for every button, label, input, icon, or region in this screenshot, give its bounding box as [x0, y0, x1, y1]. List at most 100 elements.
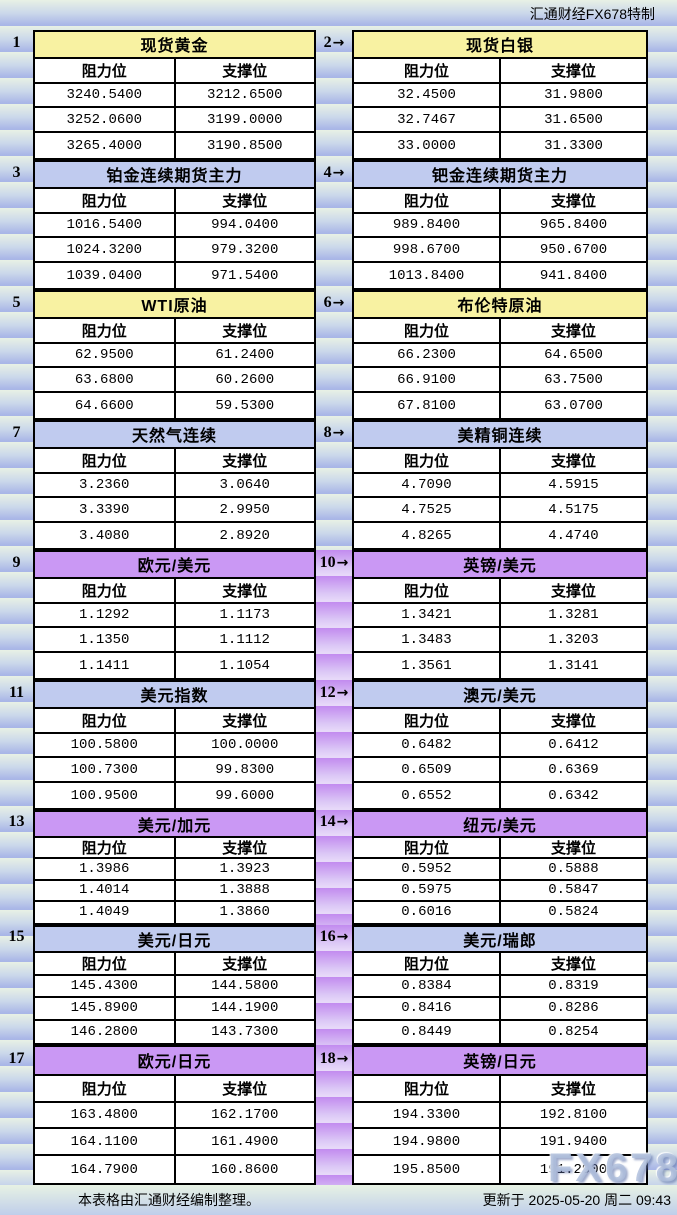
resistance-value: 100.5800 — [35, 733, 176, 759]
instrument-panel: 英镑/日元 阻力位 支撑位 194.3300 192.8100 194.9800 191.9… — [352, 1045, 648, 1185]
right-arrow-icon: → — [332, 425, 345, 441]
panel-number-column: 3 — [0, 160, 33, 290]
panel-number: 9 — [12, 554, 21, 571]
table-row: 64.6600 59.5300 — [35, 393, 314, 418]
panel-gutter: 18 → — [316, 1045, 352, 1185]
resistance-value: 3.2360 — [35, 473, 176, 499]
resistance-value: 1.1292 — [35, 603, 176, 629]
resistance-value: 163.4800 — [35, 1102, 176, 1130]
panel-number-text: 8 — [323, 424, 332, 441]
support-header: 支撑位 — [175, 58, 314, 84]
instrument-panel: 美元指数 阻力位 支撑位 100.5800 100.0000 100.7300 99.830… — [33, 680, 316, 810]
panel-number: 3 — [12, 164, 21, 181]
resistance-value: 63.6800 — [35, 368, 176, 394]
resistance-header: 阻力位 — [35, 578, 176, 604]
resistance-header: 阻力位 — [354, 953, 501, 976]
column-header-row: 阻力位 支撑位 — [354, 1075, 646, 1103]
table-row: 63.6800 60.2600 — [35, 368, 314, 394]
instrument-panel: 美精铜连续 阻力位 支撑位 4.7090 4.5915 4.7525 4.5175 4.826… — [352, 420, 648, 550]
panel-number-text: 18 — [319, 1050, 336, 1067]
support-value: 31.9800 — [501, 83, 646, 109]
resistance-header: 阻力位 — [354, 578, 501, 604]
support-value: 31.6500 — [501, 108, 646, 134]
resistance-value: 194.9800 — [354, 1129, 501, 1157]
table-row: 66.2300 64.6500 — [354, 343, 646, 369]
resistance-value: 0.5952 — [354, 859, 501, 881]
resistance-value: 146.2800 — [35, 1020, 176, 1043]
panel-title: 美元/加元 — [35, 812, 314, 838]
column-header-row: 阻力位 支撑位 — [35, 188, 314, 214]
table-row: 1.4014 1.3888 — [35, 880, 314, 902]
panel-title: 英镑/日元 — [354, 1047, 646, 1076]
table-row: 0.5952 0.5888 — [354, 859, 646, 881]
table-row: 1013.8400 941.8400 — [354, 263, 646, 288]
panel-title: 美元/日元 — [35, 927, 314, 953]
panel-number: 18 → — [316, 1045, 352, 1073]
support-value: 1.3888 — [175, 880, 314, 902]
panel-gutter: 12 → — [316, 680, 352, 810]
support-value: 994.0400 — [175, 213, 314, 239]
resistance-value: 0.6016 — [354, 901, 501, 923]
panel-number-text: 10 — [319, 554, 336, 571]
resistance-header: 阻力位 — [35, 58, 176, 84]
right-arrow-icon: → — [336, 685, 349, 701]
resistance-value: 0.5975 — [354, 880, 501, 902]
resistance-header: 阻力位 — [354, 318, 501, 344]
support-value: 950.6700 — [501, 238, 646, 264]
support-header: 支撑位 — [501, 578, 646, 604]
panel-row: 9 欧元/美元 阻力位 支撑位 1.1292 1.1173 1.1350 1.1112 1.14… — [0, 550, 648, 680]
support-header: 支撑位 — [175, 188, 314, 214]
column-header-row: 阻力位 支撑位 — [35, 448, 314, 474]
table-row: 146.2800 143.7300 — [35, 1020, 314, 1043]
support-value: 192.8100 — [501, 1102, 646, 1130]
right-arrow-icon: → — [336, 1051, 349, 1067]
support-value: 0.6342 — [501, 783, 646, 808]
support-value: 4.5915 — [501, 473, 646, 499]
panel-title: 纽元/美元 — [354, 812, 646, 838]
footer-source-note: 本表格由汇通财经编制整理。 — [78, 1192, 260, 1208]
table-row: 1024.3200 979.3200 — [35, 238, 314, 264]
resistance-value: 64.6600 — [35, 393, 176, 418]
resistance-value: 3252.0600 — [35, 108, 176, 134]
panel-gutter: 4 → — [316, 160, 352, 290]
panel-row: 1 现货黄金 阻力位 支撑位 3240.5400 3212.6500 3252.0600 31… — [0, 30, 648, 160]
instrument-panel: 美元/瑞郎 阻力位 支撑位 0.8384 0.8319 0.8416 0.8286 0.844… — [352, 925, 648, 1045]
column-header-row: 阻力位 支撑位 — [35, 318, 314, 344]
table-row: 1039.0400 971.5400 — [35, 263, 314, 288]
panel-number: 13 — [8, 812, 25, 830]
resistance-header: 阻力位 — [354, 838, 501, 860]
table-row: 4.8265 4.4740 — [354, 523, 646, 548]
support-value: 59.5300 — [175, 393, 314, 418]
resistance-value: 1.3561 — [354, 653, 501, 678]
panel-title: 美元/瑞郎 — [354, 927, 646, 953]
right-arrow-icon: → — [332, 35, 345, 51]
table-row: 989.8400 965.8400 — [354, 213, 646, 239]
panel-row: 15 美元/日元 阻力位 支撑位 145.4300 144.5800 145.8900 144… — [0, 925, 648, 1045]
resistance-header: 阻力位 — [35, 708, 176, 734]
column-header-row: 阻力位 支撑位 — [35, 953, 314, 976]
resistance-header: 阻力位 — [35, 953, 176, 976]
column-header-row: 阻力位 支撑位 — [35, 58, 314, 84]
resistance-value: 998.6700 — [354, 238, 501, 264]
resistance-value: 100.9500 — [35, 783, 176, 808]
resistance-value: 3265.4000 — [35, 133, 176, 158]
panel-number: 2 → — [316, 30, 352, 56]
table-row: 100.7300 99.8300 — [35, 758, 314, 784]
instrument-panel: 欧元/美元 阻力位 支撑位 1.1292 1.1173 1.1350 1.1112 1.141… — [33, 550, 316, 680]
support-value: 3212.6500 — [175, 83, 314, 109]
support-value: 4.5175 — [501, 498, 646, 524]
column-header-row: 阻力位 支撑位 — [354, 953, 646, 976]
resistance-header: 阻力位 — [354, 708, 501, 734]
support-value: 2.8920 — [175, 523, 314, 548]
instrument-panel: 现货白银 阻力位 支撑位 32.4500 31.9800 32.7467 31.6500 33… — [352, 30, 648, 160]
support-value: 63.0700 — [501, 393, 646, 418]
right-arrow-icon: → — [336, 813, 349, 830]
footer-bar: 本表格由汇通财经编制整理。 更新于 2025-05-20 周二 09:43 — [0, 1185, 677, 1215]
panel-title: 铂金连续期货主力 — [35, 162, 314, 189]
panel-number-column: 17 — [0, 1045, 33, 1185]
panel-row: 3 铂金连续期货主力 阻力位 支撑位 1016.5400 994.0400 1024.320… — [0, 160, 648, 290]
resistance-value: 32.7467 — [354, 108, 501, 134]
support-value: 1.3860 — [175, 901, 314, 923]
resistance-header: 阻力位 — [35, 1075, 176, 1103]
panel-number: 1 — [12, 34, 21, 51]
